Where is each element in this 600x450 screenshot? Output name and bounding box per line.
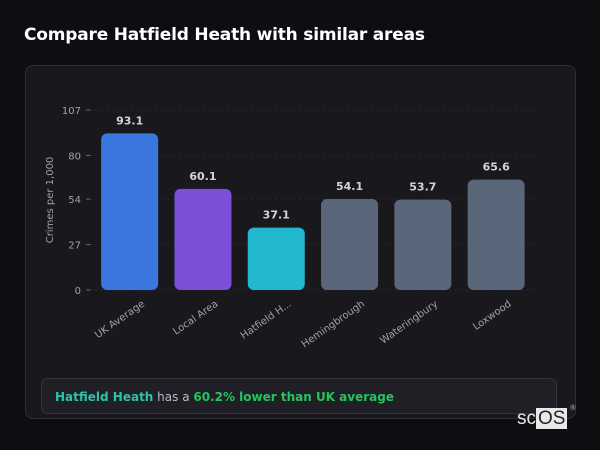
bar [174, 188, 232, 290]
bar [101, 133, 159, 290]
logo-registered: ® [570, 405, 576, 412]
x-tick-label: Hatfield H... [239, 299, 294, 342]
logo: sc OS ® [517, 405, 575, 430]
data-label: 53.7 [409, 181, 436, 194]
x-tick-label: UK Average [93, 299, 147, 341]
y-tick-label: 54 [68, 195, 81, 206]
y-tick-label: 80 [68, 151, 81, 162]
x-tick-label: Local Area [171, 299, 220, 338]
bar [247, 227, 305, 290]
summary-text: has a [153, 390, 194, 404]
logo-text-os: OS [536, 408, 568, 429]
bar [467, 179, 525, 290]
y-axis-label: Crimes per 1,000 [45, 157, 56, 244]
data-label: 65.6 [483, 161, 510, 174]
y-tick-label: 27 [68, 241, 81, 252]
data-label: 60.1 [189, 170, 216, 183]
x-tick-label: Loxwood [471, 299, 513, 333]
y-tick-label: 107 [62, 106, 81, 117]
data-label: 93.1 [116, 114, 143, 127]
bar [321, 198, 379, 290]
y-tick-label: 0 [75, 286, 81, 297]
data-label: 37.1 [263, 209, 290, 222]
data-label: 54.1 [336, 180, 363, 193]
logo-text: sc [517, 408, 536, 429]
summary-area: Hatfield Heath [55, 390, 154, 404]
x-tick-label: Wateringbury [378, 299, 440, 347]
bar [394, 199, 452, 290]
summary-comparison: 60.2% lower than UK average [193, 390, 394, 404]
summary-box: Hatfield Heath has a 60.2% lower than UK… [41, 378, 557, 414]
page-title: Compare Hatfield Heath with similar area… [24, 25, 425, 45]
x-tick-label: Hemingbrough [300, 299, 367, 351]
